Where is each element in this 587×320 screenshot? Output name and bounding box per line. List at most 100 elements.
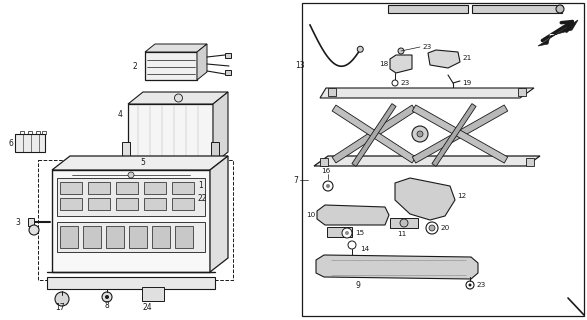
Polygon shape: [213, 92, 228, 164]
Text: 18: 18: [379, 61, 388, 67]
Bar: [57, 178, 205, 216]
Polygon shape: [210, 156, 228, 272]
Bar: [20, 131, 24, 134]
Bar: [47, 277, 215, 289]
Text: 13: 13: [295, 60, 305, 69]
Circle shape: [102, 292, 112, 302]
Polygon shape: [332, 105, 416, 163]
Circle shape: [191, 183, 195, 187]
Circle shape: [128, 172, 134, 178]
Polygon shape: [317, 205, 389, 225]
Bar: [122, 142, 130, 156]
Text: 6: 6: [8, 139, 13, 148]
Circle shape: [29, 225, 39, 235]
Circle shape: [191, 196, 195, 200]
Bar: [144, 198, 166, 210]
Circle shape: [345, 231, 349, 235]
Bar: [60, 182, 82, 194]
Bar: [320, 158, 328, 166]
Bar: [145, 52, 197, 80]
Circle shape: [392, 80, 398, 86]
Bar: [518, 88, 526, 96]
Circle shape: [400, 219, 408, 227]
Text: 5: 5: [140, 157, 146, 166]
Polygon shape: [52, 156, 228, 170]
Bar: [36, 131, 40, 134]
Circle shape: [398, 48, 404, 54]
Polygon shape: [332, 105, 416, 163]
Bar: [388, 5, 468, 13]
Polygon shape: [390, 55, 412, 73]
Polygon shape: [128, 92, 228, 104]
Bar: [449, 91, 457, 95]
Bar: [106, 226, 124, 248]
Bar: [88, 182, 110, 194]
Circle shape: [174, 94, 183, 102]
Text: 2: 2: [132, 61, 137, 70]
Circle shape: [417, 131, 423, 137]
Polygon shape: [432, 104, 476, 166]
Polygon shape: [412, 105, 508, 163]
Text: 1: 1: [198, 180, 203, 189]
Bar: [28, 218, 34, 226]
Circle shape: [326, 184, 330, 188]
Circle shape: [466, 281, 474, 289]
Circle shape: [189, 181, 197, 189]
Polygon shape: [197, 44, 207, 80]
Bar: [57, 222, 205, 252]
Circle shape: [348, 241, 356, 249]
Text: 22: 22: [198, 194, 207, 203]
Bar: [116, 182, 138, 194]
Polygon shape: [320, 88, 534, 98]
Circle shape: [468, 284, 471, 286]
Text: 23: 23: [400, 80, 409, 86]
Text: 16: 16: [321, 168, 330, 174]
Bar: [225, 70, 231, 75]
Polygon shape: [538, 20, 578, 46]
Bar: [144, 182, 166, 194]
Polygon shape: [314, 156, 540, 166]
Bar: [38, 160, 233, 280]
Bar: [172, 182, 194, 194]
Bar: [88, 198, 110, 210]
Text: 19: 19: [462, 80, 471, 86]
Bar: [28, 131, 32, 134]
Bar: [15, 134, 45, 152]
Polygon shape: [428, 50, 460, 68]
Bar: [390, 218, 418, 228]
Text: 12: 12: [457, 193, 466, 199]
Bar: [116, 198, 138, 210]
Circle shape: [357, 46, 363, 52]
Text: 20: 20: [440, 225, 449, 231]
Text: 4: 4: [117, 109, 122, 118]
Text: 3: 3: [15, 218, 20, 227]
Text: 11: 11: [397, 231, 407, 237]
Text: 15: 15: [355, 230, 365, 236]
Bar: [142, 287, 164, 301]
Polygon shape: [352, 104, 396, 166]
Bar: [472, 5, 562, 13]
Bar: [60, 198, 82, 210]
Circle shape: [323, 181, 333, 191]
Polygon shape: [316, 255, 478, 279]
Bar: [129, 226, 147, 248]
Bar: [60, 226, 78, 248]
Text: 23: 23: [422, 44, 431, 50]
Polygon shape: [395, 178, 455, 220]
Circle shape: [412, 126, 428, 142]
Polygon shape: [327, 227, 352, 237]
Polygon shape: [145, 44, 207, 52]
Circle shape: [429, 225, 435, 231]
Bar: [526, 158, 534, 166]
Text: 8: 8: [104, 300, 109, 309]
Bar: [211, 142, 219, 156]
Bar: [152, 226, 170, 248]
Circle shape: [189, 194, 197, 202]
Bar: [128, 104, 213, 164]
Circle shape: [342, 228, 352, 238]
Polygon shape: [412, 105, 508, 163]
Circle shape: [55, 292, 69, 306]
Text: FR.: FR.: [548, 34, 564, 43]
Bar: [52, 170, 210, 272]
Text: 17: 17: [55, 302, 65, 311]
